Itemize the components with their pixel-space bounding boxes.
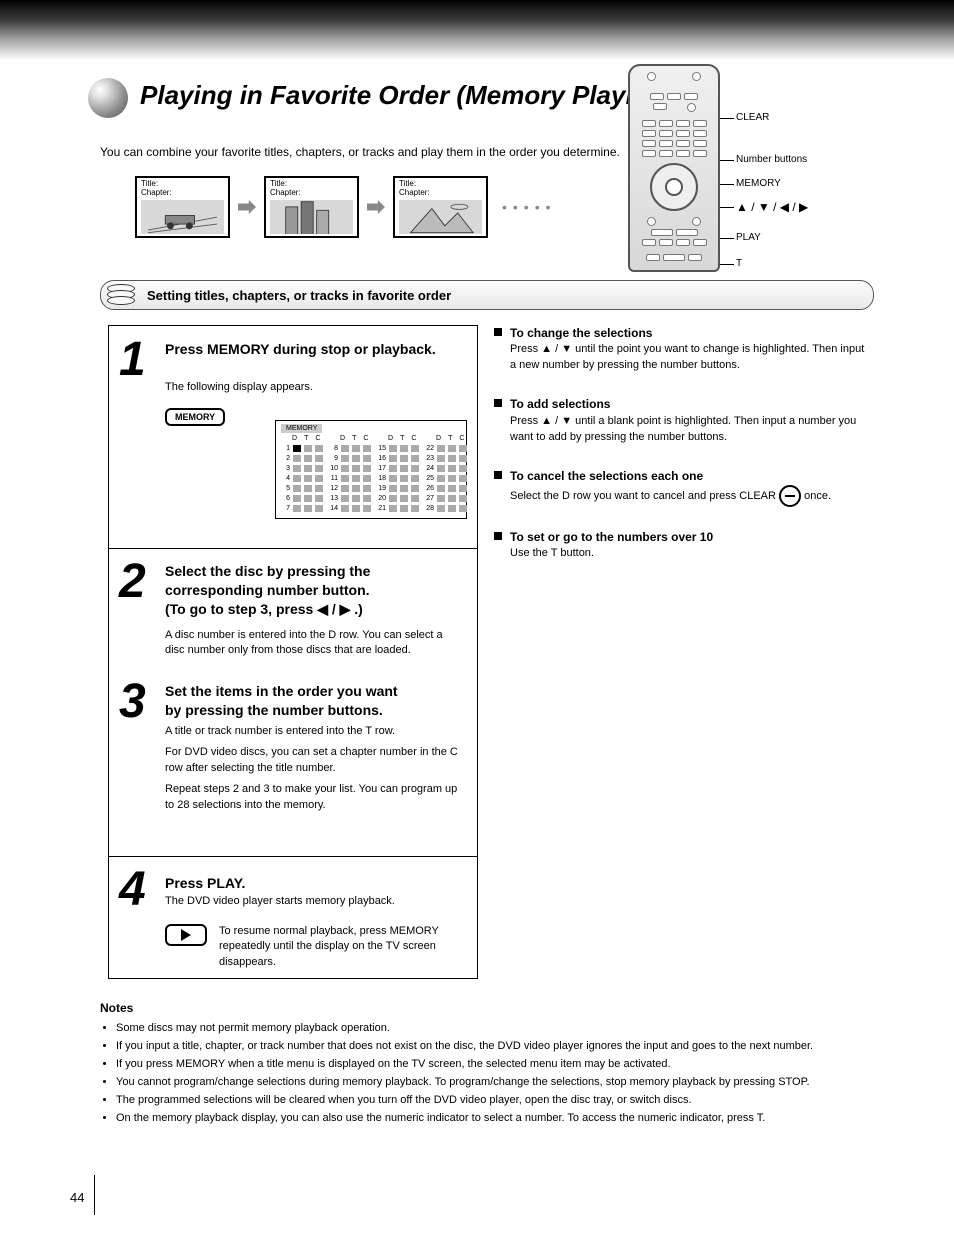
step-2-body: A disc number is entered into the D row.…: [165, 628, 465, 659]
film-frame-3: Title: Chapter:: [393, 176, 488, 238]
right-block-over10: To set or go to the numbers over 10 Use …: [494, 529, 872, 562]
notes-item: The programmed selections will be cleare…: [116, 1093, 874, 1109]
square-bullet-icon: [494, 399, 502, 407]
step-4-body-2: To resume normal playback, press MEMORY …: [219, 924, 465, 970]
right-block-title: To change the selections: [510, 325, 872, 342]
memory-button-graphic: MEMORY: [165, 408, 225, 426]
step-3-body: A title or track number is entered into …: [165, 724, 465, 813]
ellipsis-dots: •••••: [502, 199, 557, 215]
leader-line: [720, 238, 734, 239]
step-2-heading: Select the disc by pressing the correspo…: [165, 562, 465, 619]
notes-list: Some discs may not permit memory playbac…: [100, 1021, 874, 1127]
notes-item: If you input a title, chapter, or track …: [116, 1039, 874, 1055]
film-chapter-label: Chapter:: [399, 189, 482, 198]
right-block-cancel: To cancel the selections each one Select…: [494, 468, 872, 507]
square-bullet-icon: [494, 532, 502, 540]
step-2-head-line-3: (To go to step 3, press ◀ / ▶ .): [165, 600, 465, 619]
step-2-head-line-2: corresponding number button.: [165, 581, 465, 600]
arrow-right-icon: [367, 200, 385, 214]
leader-line: [720, 264, 734, 265]
film-frame-2: Title: Chapter:: [264, 176, 359, 238]
leader-line: [720, 207, 734, 208]
film-sequence: Title: Chapter: Title: Chapter: Title: C…: [135, 176, 557, 238]
right-block-change: To change the selections Press ▲ / ▼ unt…: [494, 325, 872, 374]
notes-item: Some discs may not permit memory playbac…: [116, 1021, 874, 1037]
remote-label-clear: CLEAR: [736, 112, 769, 123]
right-block-body: Press ▲ / ▼ until a blank point is highl…: [510, 414, 872, 446]
top-gradient: [0, 0, 954, 60]
step-1-body: The following display appears.: [165, 380, 313, 395]
clear-button-icon: [779, 485, 801, 507]
step-3-number: 3: [119, 674, 146, 729]
remote-label-numbers: Number buttons: [736, 154, 807, 165]
remote-label-t: T: [736, 258, 742, 269]
film-chapter-label: Chapter:: [270, 189, 353, 198]
right-block-title: To add selections: [510, 396, 872, 413]
header-sphere-icon: [88, 78, 128, 118]
disc-stack-icon: [107, 284, 137, 306]
leader-line: [720, 184, 734, 185]
right-block-body: Use the T button.: [510, 546, 872, 562]
step-3-heading: Set the items in the order you want by p…: [165, 682, 465, 720]
film-scene-mountain: [399, 200, 482, 234]
step-3-head-line-1: Set the items in the order you want: [165, 682, 465, 701]
step-3-head-line-2: by pressing the number buttons.: [165, 701, 465, 720]
right-block-add: To add selections Press ▲ / ▼ until a bl…: [494, 396, 872, 445]
right-block-body: Press ▲ / ▼ until the point you want to …: [510, 342, 872, 374]
arrow-right-icon: [238, 200, 256, 214]
step-3-body-line-2: For DVD video discs, you can set a chapt…: [165, 745, 465, 776]
page-number: 44: [70, 1190, 84, 1205]
remote-label-arrows: ▲ / ▼ / ◀ / ▶: [736, 200, 808, 214]
right-block-body: Select the D row you want to cancel and …: [510, 485, 872, 507]
step-1-heading: Press MEMORY during stop or playback.: [165, 340, 465, 359]
steps-box: 1 Press MEMORY during stop or playback. …: [108, 325, 478, 979]
notes-section: Notes Some discs may not permit memory p…: [100, 1000, 874, 1129]
notes-item: On the memory playback display, you can …: [116, 1111, 874, 1127]
film-frame-1: Title: Chapter:: [135, 176, 230, 238]
section-bar-text: Setting titles, chapters, or tracks in f…: [147, 288, 451, 303]
remote-label-memory: MEMORY: [736, 178, 781, 189]
step-2-head-line-1: Select the disc by pressing the: [165, 562, 465, 581]
step-4-body: The DVD video player starts memory playb…: [165, 894, 465, 909]
right-column: To change the selections Press ▲ / ▼ unt…: [494, 325, 872, 584]
step-1-number: 1: [119, 332, 146, 387]
page-title: Playing in Favorite Order (Memory Playba…: [140, 80, 693, 111]
step-4-heading: Press PLAY.: [165, 874, 245, 893]
film-scene-buildings: [270, 200, 353, 234]
film-scene-car: [141, 200, 224, 234]
notes-item: If you press MEMORY when a title menu is…: [116, 1057, 874, 1073]
step-2-number: 2: [119, 554, 146, 609]
page-number-divider: [94, 1175, 95, 1215]
right-block-title: To cancel the selections each one: [510, 468, 872, 485]
memory-table: MEMORY DTC1234567DTC891011121314DTC15161…: [275, 420, 467, 519]
step-3-body-line-3: Repeat steps 2 and 3 to make your list. …: [165, 782, 465, 813]
square-bullet-icon: [494, 471, 502, 479]
film-chapter-label: Chapter:: [141, 189, 224, 198]
step-4-number: 4: [119, 862, 146, 917]
notes-item: You cannot program/change selections dur…: [116, 1075, 874, 1091]
step-3-body-line-1: A title or track number is entered into …: [165, 724, 465, 739]
memory-table-title: MEMORY: [281, 424, 322, 433]
section-bar: Setting titles, chapters, or tracks in f…: [100, 280, 874, 310]
leader-line: [720, 118, 734, 119]
play-button-graphic: [165, 924, 207, 946]
leader-line: [720, 160, 734, 161]
remote-illustration: [628, 64, 720, 272]
right-block-title: To set or go to the numbers over 10: [510, 529, 872, 546]
square-bullet-icon: [494, 328, 502, 336]
notes-heading: Notes: [100, 1000, 874, 1017]
remote-label-play: PLAY: [736, 232, 761, 243]
page-subtitle: You can combine your favorite titles, ch…: [100, 145, 620, 159]
step-4-body-line-1: The DVD video player starts memory playb…: [165, 894, 465, 909]
